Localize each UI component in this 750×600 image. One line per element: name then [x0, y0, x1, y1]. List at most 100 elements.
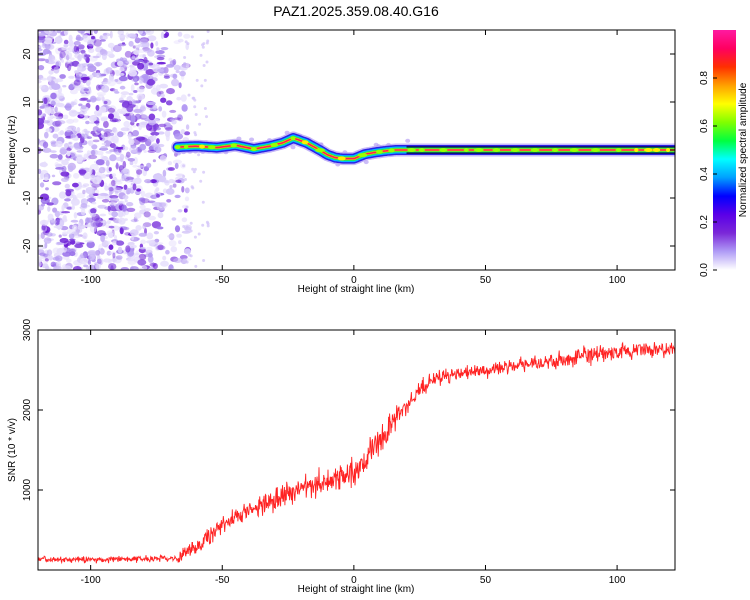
noise-speckle	[54, 162, 59, 167]
noise-speckle	[38, 234, 41, 241]
noise-speckle	[105, 240, 111, 245]
noise-speckle	[157, 212, 164, 219]
noise-speckle	[56, 30, 61, 34]
y-tick-label: 10	[22, 96, 33, 108]
noise-speckle	[75, 155, 84, 163]
noise-speckle	[45, 128, 53, 133]
noise-speckle	[126, 96, 133, 102]
noise-speckle	[109, 132, 115, 136]
noise-speckle	[177, 114, 184, 122]
noise-speckle	[77, 44, 85, 50]
noise-speckle	[117, 211, 124, 218]
noise-speckle	[148, 252, 153, 258]
noise-speckle	[49, 218, 55, 226]
noise-speckle	[137, 62, 145, 70]
noise-speckle	[90, 212, 97, 217]
noise-speckle	[122, 146, 129, 151]
noise-speckle	[38, 45, 43, 49]
noise-speckle	[106, 78, 115, 83]
noise-speckle	[100, 154, 104, 160]
noise-speckle	[162, 169, 167, 178]
noise-speckle	[67, 141, 73, 146]
noise-speckle	[91, 183, 101, 188]
noise-speckle	[80, 203, 88, 208]
noise-speckle	[38, 118, 45, 126]
noise-speckle	[98, 166, 106, 174]
noise-speckle	[79, 98, 88, 102]
noise-speckle	[73, 45, 78, 53]
noise-speckle	[77, 114, 85, 119]
noise-speckle	[158, 90, 164, 95]
noise-speckle	[62, 265, 72, 270]
noise-speckle	[118, 217, 126, 225]
noise-speckle	[175, 179, 182, 183]
noise-speckle	[90, 220, 99, 228]
noise-speckle	[155, 41, 159, 47]
noise-speckle	[96, 128, 104, 132]
noise-speckle	[93, 193, 98, 197]
noise-speckle	[56, 92, 65, 99]
noise-speckle	[199, 179, 203, 183]
noise-speckle	[74, 243, 84, 249]
noise-speckle	[82, 183, 90, 187]
x-tick-label: 0	[351, 575, 357, 586]
noise-speckle	[76, 150, 84, 153]
noise-speckle	[188, 253, 191, 257]
noise-speckle	[133, 108, 143, 113]
ridge-knot	[569, 148, 579, 152]
noise-speckle	[115, 157, 123, 161]
noise-speckle	[106, 250, 112, 256]
noise-speckle	[101, 173, 107, 179]
noise-speckle	[120, 91, 130, 96]
noise-speckle	[67, 63, 72, 72]
noise-speckle	[69, 39, 74, 47]
noise-speckle	[39, 219, 49, 226]
snr-y-axis-label: SNR (10 * v/v)	[7, 418, 18, 482]
noise-speckle	[150, 87, 159, 95]
noise-speckle	[50, 261, 56, 267]
y-tick-label: 0	[22, 147, 33, 153]
ridge-knot	[301, 140, 309, 145]
noise-speckle	[159, 155, 167, 162]
noise-speckle	[60, 171, 70, 177]
noise-speckle	[105, 67, 113, 74]
noise-speckle	[83, 264, 89, 268]
noise-speckle	[122, 168, 128, 174]
noise-speckle	[58, 234, 62, 238]
noise-speckle	[147, 149, 156, 153]
noise-speckle	[194, 113, 198, 116]
noise-speckle	[186, 42, 190, 46]
noise-speckle	[54, 219, 60, 226]
noise-speckle	[66, 118, 75, 124]
noise-speckle	[99, 73, 107, 77]
noise-speckle	[203, 107, 207, 110]
noise-speckle	[70, 57, 75, 61]
noise-speckle	[92, 55, 100, 59]
noise-speckle	[193, 235, 197, 239]
noise-speckle	[38, 256, 45, 260]
noise-speckle	[189, 229, 193, 233]
noise-speckle	[86, 136, 92, 140]
noise-speckle	[166, 64, 175, 68]
noise-speckle	[153, 124, 157, 132]
noise-speckle	[113, 44, 122, 53]
noise-speckle	[95, 159, 105, 166]
noise-speckle	[185, 62, 190, 68]
noise-speckle	[132, 183, 137, 191]
noise-speckle	[52, 181, 62, 186]
noise-speckle	[138, 197, 146, 202]
noise-speckle	[90, 208, 97, 214]
noise-speckle	[194, 133, 198, 137]
noise-speckle	[86, 241, 95, 249]
noise-speckle	[114, 235, 117, 240]
noise-speckle	[139, 143, 147, 151]
noise-speckle	[62, 251, 72, 257]
noise-speckle	[165, 133, 170, 142]
noise-speckle	[132, 164, 138, 168]
noise-speckle	[51, 174, 56, 178]
noise-speckle	[146, 232, 154, 240]
noise-speckle	[136, 188, 142, 192]
noise-speckle	[105, 151, 112, 154]
noise-speckle	[155, 187, 160, 192]
